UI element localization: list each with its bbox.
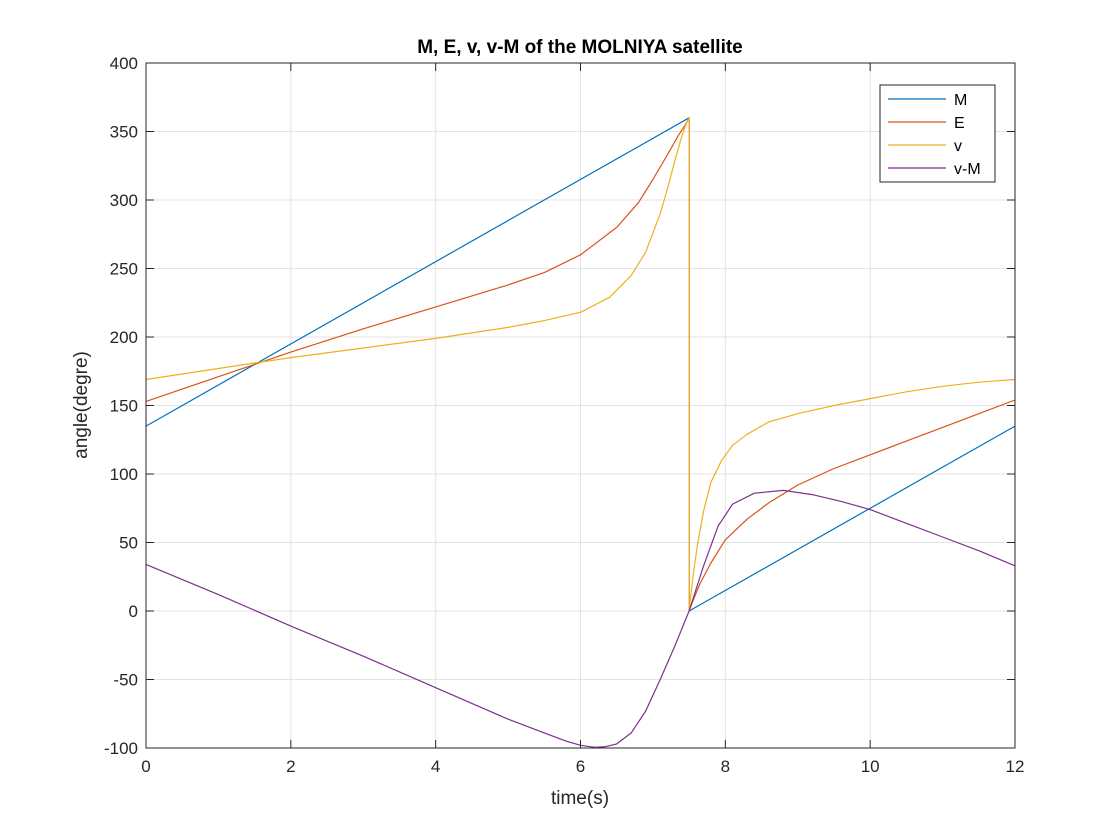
x-tick-label: 10: [861, 757, 880, 776]
legend-label-v: v: [954, 138, 962, 155]
y-axis-label: angle(degre): [71, 351, 92, 459]
x-tick-label: 0: [141, 757, 150, 776]
legend-label-e: E: [954, 115, 965, 132]
series-line-v-m: [145, 489, 1016, 748]
y-tick-label: 400: [110, 54, 138, 73]
y-tick-label: -50: [113, 671, 138, 690]
x-axis-label: time(s): [551, 788, 609, 809]
y-tick-label: 150: [110, 397, 138, 416]
x-tick-label: 8: [721, 757, 730, 776]
chart-title: M, E, v, v-M of the MOLNIYA satellite: [417, 37, 743, 58]
y-tick-label: -100: [104, 739, 138, 758]
y-tick-label: 350: [110, 123, 138, 142]
y-tick-label: 200: [110, 328, 138, 347]
series-line-v: [145, 117, 1016, 612]
x-tick-label: 4: [431, 757, 440, 776]
legend-label-v-m: v-M: [954, 161, 981, 178]
y-tick-label: 300: [110, 191, 138, 210]
y-tick-label: 250: [110, 260, 138, 279]
y-axis: -100 -50 0 50 100 150 200 250 300 350 400: [104, 54, 1015, 758]
y-tick-label: 50: [119, 534, 138, 553]
legend-label-m: M: [954, 92, 967, 109]
y-tick-label: 0: [129, 602, 138, 621]
x-tick-label: 12: [1006, 757, 1025, 776]
series-group: [145, 117, 1016, 748]
x-tick-label: 2: [286, 757, 295, 776]
y-tick-label: 100: [110, 465, 138, 484]
x-tick-label: 6: [576, 757, 585, 776]
legend: MEv v-M: [879, 84, 996, 183]
x-axis: 0 2 4 6 8 10 12: [141, 63, 1024, 776]
legend-box: [879, 84, 996, 183]
